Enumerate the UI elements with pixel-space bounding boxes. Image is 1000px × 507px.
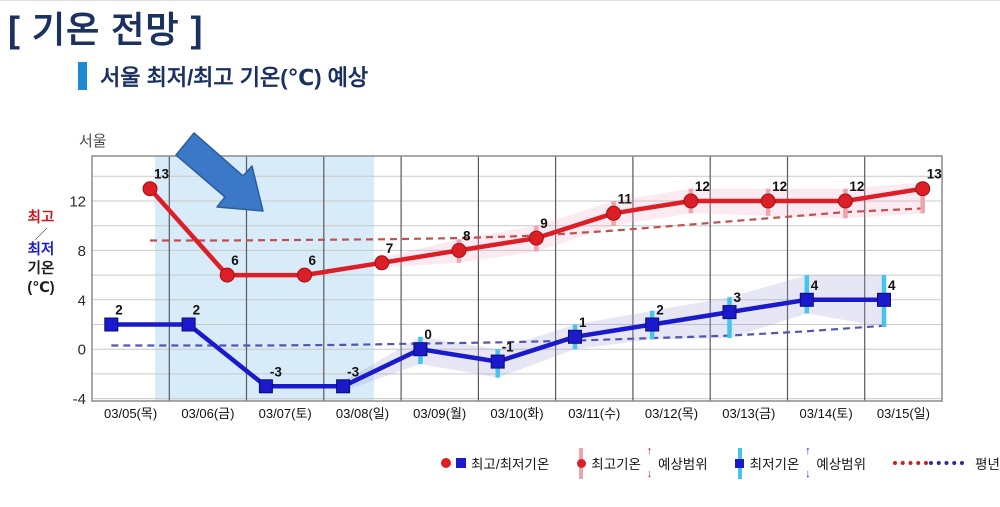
- data-label: -1: [502, 340, 514, 355]
- legend-normal-label: 평년: [975, 457, 1000, 472]
- x-tick-label: 03/08(일): [336, 406, 389, 421]
- page-title: [ 기온 전망 ]: [8, 9, 204, 50]
- data-label: 7: [386, 241, 394, 256]
- data-label: 2: [115, 303, 123, 318]
- y-axis-label-slash: ／: [34, 227, 48, 242]
- data-label: 4: [811, 278, 819, 293]
- max-temp-point: [683, 193, 699, 209]
- max-temp-point: [837, 193, 853, 209]
- min-temp-point: [722, 305, 737, 320]
- data-label: 0: [424, 327, 432, 342]
- max-temp-point: [297, 267, 312, 283]
- max-temp-point: [606, 205, 622, 221]
- y-tick-label: 4: [78, 292, 86, 309]
- x-tick-label: 03/05(목): [104, 406, 157, 421]
- legend-item-normal: 평년: [893, 453, 1000, 473]
- max-temp-point: [142, 181, 158, 197]
- max-temp-point: [915, 181, 931, 197]
- legend-maxmin-label: 최고/최저기온: [471, 457, 550, 472]
- min-temp-point: [568, 329, 582, 344]
- highlight-region: [155, 156, 374, 401]
- min-temp-point: [258, 379, 273, 394]
- x-tick-label: 03/09(월): [413, 406, 466, 421]
- max-temp-marker-icon: [441, 458, 451, 468]
- min-temp-point: [104, 317, 119, 332]
- min-temp-point: [336, 379, 351, 394]
- min-temp-marker-icon: [456, 458, 466, 468]
- max-temp-point: [374, 255, 390, 271]
- min-range-bar-icon: [735, 447, 745, 479]
- max-temp-point: [219, 267, 235, 283]
- chart-region-label: 서울: [79, 133, 107, 150]
- legend-item-max-range: 최고기온 ↑ ↓ 예상범위: [576, 445, 708, 480]
- data-label: -3: [347, 364, 359, 379]
- legend-item-min-range: 최저기온 ↑ ↓ 예상범위: [735, 446, 866, 480]
- data-label: 2: [656, 303, 664, 318]
- subtitle-text: 서울 최저/최고 기온(℃) 예상: [100, 65, 369, 90]
- legend: 최고/최저기온 최고기온 ↑ ↓ 예상범위 최저기온 ↑ ↓ 예상범위 평년: [441, 445, 1000, 481]
- min-temp-point: [877, 292, 891, 307]
- x-tick-label: 03/11(수): [568, 406, 620, 421]
- normal-min-dotted-icon: [929, 461, 965, 465]
- x-tick-label: 03/06(금): [181, 406, 234, 421]
- data-label: 1: [579, 315, 587, 330]
- max-temp-point: [451, 242, 467, 258]
- x-tick-label: 03/10(화): [490, 406, 543, 421]
- legend-min-range-pre: 최저기온: [749, 457, 800, 472]
- data-label: 2: [193, 303, 201, 318]
- max-range-arrows-icon: ↑ ↓: [646, 445, 653, 480]
- max-temp-point: [760, 193, 776, 209]
- subtitle: 서울 최저/최고 기온(℃) 예상: [78, 60, 368, 92]
- legend-item-maxmin: 최고/최저기온: [441, 453, 549, 473]
- x-tick-label: 03/07(토): [259, 406, 312, 421]
- y-axis-label-unit: (℃): [27, 280, 55, 296]
- normal-min-line: [111, 324, 885, 347]
- min-temp-point: [413, 342, 428, 357]
- data-label: 6: [231, 253, 239, 268]
- max-range-band: [381, 182, 923, 268]
- y-axis-label-temp: 기온: [27, 261, 55, 277]
- x-tick-label: 03/15(일): [877, 406, 930, 421]
- max-temp-point: [528, 230, 544, 246]
- y-tick-label: 8: [78, 243, 86, 260]
- min-temp-point: [799, 292, 814, 307]
- min-temp-point: [490, 354, 505, 369]
- data-label: 4: [888, 278, 896, 293]
- normal-max-dotted-icon: [893, 461, 929, 465]
- legend-min-range-post: 예상범위: [816, 457, 867, 472]
- max-range-bar-icon: [576, 447, 586, 479]
- x-tick-label: 03/12(목): [645, 406, 698, 421]
- y-axis-label-max: 최고: [27, 210, 55, 226]
- data-label: 12: [772, 179, 787, 194]
- data-label: 8: [463, 228, 471, 243]
- data-label: 12: [849, 179, 864, 194]
- data-label: -3: [270, 364, 282, 379]
- min-temp-point: [181, 317, 196, 332]
- min-range-arrows-icon: ↑ ↓: [805, 445, 811, 480]
- min-temp-point: [645, 317, 660, 332]
- x-tick-label: 03/13(금): [722, 406, 775, 421]
- trend-arrow-icon: [175, 132, 264, 212]
- y-tick-label: 0: [78, 342, 86, 359]
- data-label: 13: [154, 167, 170, 182]
- min-range-band: [343, 275, 885, 392]
- subtitle-accent-bar-icon: [78, 62, 87, 90]
- data-label: 9: [540, 216, 548, 231]
- data-label: 12: [695, 179, 710, 194]
- x-tick-label: 03/14(토): [800, 406, 853, 421]
- y-axis-label-min: 최저: [27, 242, 55, 258]
- legend-max-range-post: 예상범위: [657, 457, 708, 472]
- data-label: 3: [734, 290, 742, 305]
- y-axis-label: 최고 ／ 최저 기온 (℃): [18, 209, 64, 298]
- legend-max-range-pre: 최고기온: [591, 457, 641, 472]
- y-tick-label: 12: [69, 194, 86, 211]
- data-label: 6: [309, 253, 317, 268]
- y-tick-label: -4: [73, 391, 86, 408]
- data-label: 13: [927, 167, 943, 182]
- data-label: 11: [618, 191, 633, 206]
